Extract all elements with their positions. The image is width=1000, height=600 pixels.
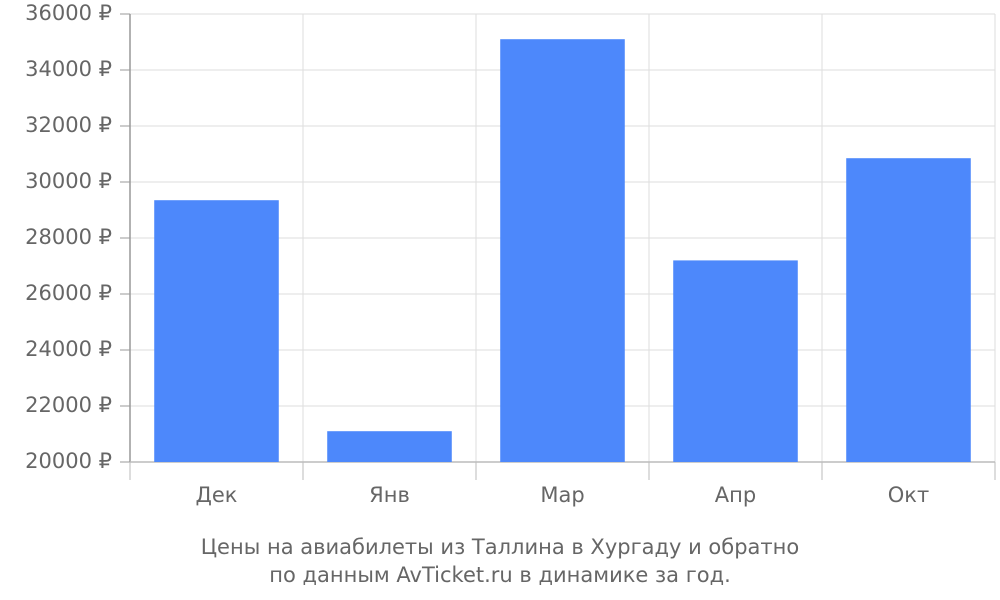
- y-tick-label: 34000 ₽: [25, 57, 112, 81]
- y-tick-label: 20000 ₽: [25, 449, 112, 473]
- x-tick-label: Дек: [195, 483, 237, 507]
- y-tick-label: 22000 ₽: [25, 393, 112, 417]
- bar: [500, 39, 625, 462]
- y-tick-label: 32000 ₽: [25, 113, 112, 137]
- y-tick-label: 36000 ₽: [25, 1, 112, 25]
- y-tick-label: 26000 ₽: [25, 281, 112, 305]
- x-tick-label: Окт: [888, 483, 929, 507]
- x-tick-label: Янв: [369, 483, 410, 507]
- bar: [154, 200, 279, 462]
- chart-caption: Цены на авиабилеты из Таллина в Хургаду …: [201, 535, 799, 559]
- y-tick-label: 28000 ₽: [25, 225, 112, 249]
- x-tick-label: Мар: [540, 483, 584, 507]
- bar: [327, 431, 452, 462]
- y-tick-label: 30000 ₽: [25, 169, 112, 193]
- bar: [673, 260, 798, 462]
- y-tick-label: 24000 ₽: [25, 337, 112, 361]
- bar: [846, 158, 971, 462]
- chart-caption: по данным AvTicket.ru в динамике за год.: [269, 563, 731, 587]
- x-tick-label: Апр: [715, 483, 756, 507]
